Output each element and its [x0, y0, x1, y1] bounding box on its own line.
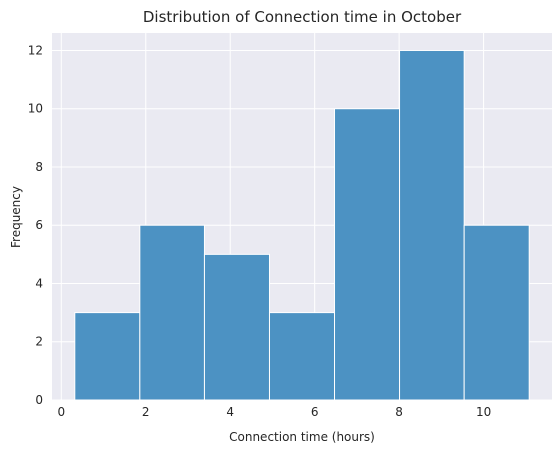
y-tick-label: 12	[28, 43, 43, 57]
histogram-bar	[334, 108, 401, 401]
x-tick-label: 6	[311, 405, 319, 419]
x-tick-label: 10	[476, 405, 491, 419]
y-tick-label: 2	[35, 335, 43, 349]
y-axis-label: Frequency	[9, 186, 23, 248]
y-tick-labels: 0 2 4 6 8 10 12	[28, 43, 43, 407]
x-tick-label: 2	[142, 405, 150, 419]
y-tick-label: 4	[35, 276, 43, 290]
chart-title: Distribution of Connection time in Octob…	[143, 8, 462, 26]
x-tick-labels: 0 2 4 6 8 10	[57, 405, 491, 419]
y-tick-label: 10	[28, 102, 43, 116]
y-tick-label: 0	[35, 393, 43, 407]
x-tick-label: 4	[226, 405, 234, 419]
histogram-bar	[268, 312, 336, 401]
histogram-bar	[463, 224, 530, 401]
histogram-bars	[74, 49, 530, 401]
y-tick-label: 6	[35, 218, 43, 232]
y-tick-label: 8	[35, 160, 43, 174]
x-tick-label: 0	[57, 405, 65, 419]
histogram-bar	[203, 253, 270, 401]
histogram-bar	[139, 224, 205, 401]
histogram-bar	[74, 312, 141, 401]
x-axis-label: Connection time (hours)	[229, 430, 375, 444]
x-tick-label: 8	[395, 405, 403, 419]
histogram-bar	[399, 49, 465, 401]
